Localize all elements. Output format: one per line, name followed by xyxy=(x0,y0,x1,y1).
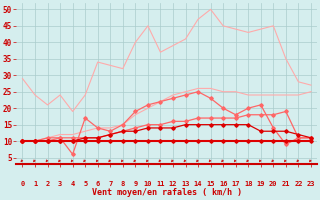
X-axis label: Vent moyen/en rafales ( km/h ): Vent moyen/en rafales ( km/h ) xyxy=(92,188,242,197)
